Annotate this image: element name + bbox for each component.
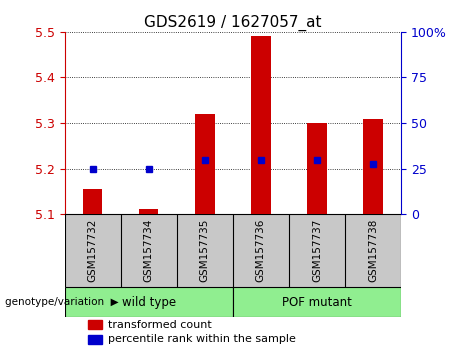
- Text: GSM157734: GSM157734: [144, 219, 154, 282]
- Text: GSM157738: GSM157738: [368, 219, 378, 282]
- Bar: [251, 36, 271, 214]
- Text: GSM157735: GSM157735: [200, 219, 210, 282]
- Text: GSM157732: GSM157732: [88, 219, 98, 282]
- Bar: [139, 209, 159, 214]
- Bar: [195, 114, 214, 214]
- Bar: [83, 189, 102, 214]
- Bar: [307, 123, 327, 214]
- Bar: [88, 320, 101, 329]
- Bar: [363, 119, 383, 214]
- Bar: [65, 287, 233, 317]
- Text: genotype/variation  ▶: genotype/variation ▶: [5, 297, 118, 307]
- Text: POF mutant: POF mutant: [282, 296, 352, 309]
- Text: percentile rank within the sample: percentile rank within the sample: [108, 335, 296, 344]
- Text: GSM157736: GSM157736: [256, 219, 266, 282]
- Bar: [233, 287, 401, 317]
- Text: GSM157737: GSM157737: [312, 219, 322, 282]
- Text: transformed count: transformed count: [108, 320, 212, 330]
- Bar: [88, 335, 101, 344]
- Text: wild type: wild type: [122, 296, 176, 309]
- Title: GDS2619 / 1627057_at: GDS2619 / 1627057_at: [144, 14, 322, 30]
